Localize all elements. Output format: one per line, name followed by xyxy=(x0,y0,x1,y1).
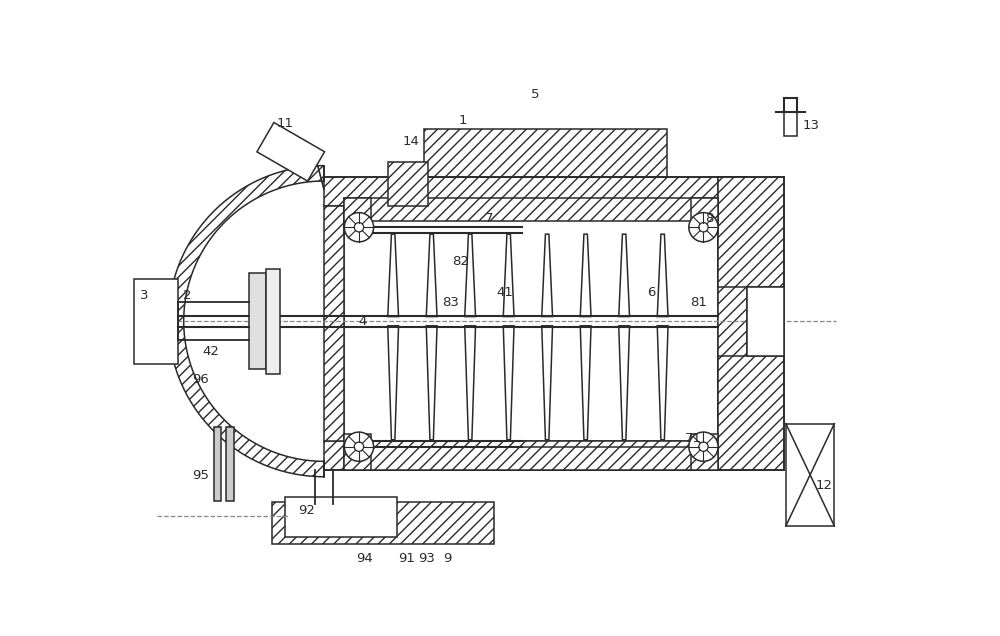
Bar xyxy=(344,446,718,470)
Bar xyxy=(424,130,666,177)
Circle shape xyxy=(689,212,718,242)
Bar xyxy=(272,502,494,544)
Text: 2: 2 xyxy=(183,289,192,301)
Text: 81: 81 xyxy=(690,296,707,309)
Circle shape xyxy=(344,432,374,461)
Circle shape xyxy=(699,442,708,452)
Circle shape xyxy=(344,212,374,242)
Polygon shape xyxy=(465,234,476,317)
Bar xyxy=(324,441,747,470)
Circle shape xyxy=(354,223,364,232)
Polygon shape xyxy=(388,234,399,317)
Bar xyxy=(226,427,234,501)
Bar xyxy=(214,427,221,501)
Text: 96: 96 xyxy=(192,373,209,386)
Bar xyxy=(784,112,797,136)
Bar xyxy=(134,279,178,364)
Polygon shape xyxy=(542,234,553,317)
Bar xyxy=(718,356,784,470)
Text: 42: 42 xyxy=(202,345,219,359)
Text: 1: 1 xyxy=(458,114,467,127)
Polygon shape xyxy=(168,165,324,477)
Polygon shape xyxy=(465,326,476,439)
Polygon shape xyxy=(426,234,437,317)
Bar xyxy=(718,177,784,287)
Bar xyxy=(388,162,428,207)
Polygon shape xyxy=(580,234,591,317)
Bar xyxy=(691,434,718,470)
Text: 41: 41 xyxy=(496,286,513,299)
Bar xyxy=(718,177,747,470)
Text: 4: 4 xyxy=(358,315,367,328)
Polygon shape xyxy=(388,326,399,439)
Text: 92: 92 xyxy=(298,504,315,517)
Polygon shape xyxy=(657,234,668,317)
Polygon shape xyxy=(580,326,591,439)
Polygon shape xyxy=(257,123,325,181)
Text: 6: 6 xyxy=(647,286,655,299)
Bar xyxy=(747,287,784,356)
Text: 8: 8 xyxy=(705,212,713,225)
Text: 95: 95 xyxy=(192,469,209,481)
Polygon shape xyxy=(619,234,630,317)
Text: 94: 94 xyxy=(356,552,373,565)
Text: 91: 91 xyxy=(398,552,415,565)
Text: 11: 11 xyxy=(277,117,294,130)
Bar xyxy=(344,198,371,233)
Bar xyxy=(691,198,718,233)
Polygon shape xyxy=(426,326,437,439)
Bar xyxy=(324,207,344,441)
Polygon shape xyxy=(657,326,668,439)
Polygon shape xyxy=(542,326,553,439)
Circle shape xyxy=(699,223,708,232)
Text: 5: 5 xyxy=(531,88,540,101)
Bar xyxy=(249,273,266,369)
Polygon shape xyxy=(503,234,514,317)
Bar xyxy=(266,269,280,373)
Text: 13: 13 xyxy=(803,119,820,132)
Polygon shape xyxy=(503,326,514,439)
Circle shape xyxy=(689,432,718,461)
Bar xyxy=(344,198,718,221)
Bar xyxy=(344,434,371,470)
Text: 82: 82 xyxy=(452,256,469,268)
Text: 12: 12 xyxy=(816,479,833,492)
Bar xyxy=(786,424,834,526)
Text: 93: 93 xyxy=(418,552,435,565)
Circle shape xyxy=(354,442,364,452)
Bar xyxy=(344,207,718,441)
Polygon shape xyxy=(619,326,630,439)
Text: 83: 83 xyxy=(442,296,459,309)
Bar xyxy=(324,177,747,207)
Bar xyxy=(285,497,397,537)
Text: 14: 14 xyxy=(402,134,419,148)
Text: 3: 3 xyxy=(140,289,149,301)
Text: 71: 71 xyxy=(685,432,702,445)
Text: 9: 9 xyxy=(443,552,451,565)
Text: 7: 7 xyxy=(485,212,494,225)
